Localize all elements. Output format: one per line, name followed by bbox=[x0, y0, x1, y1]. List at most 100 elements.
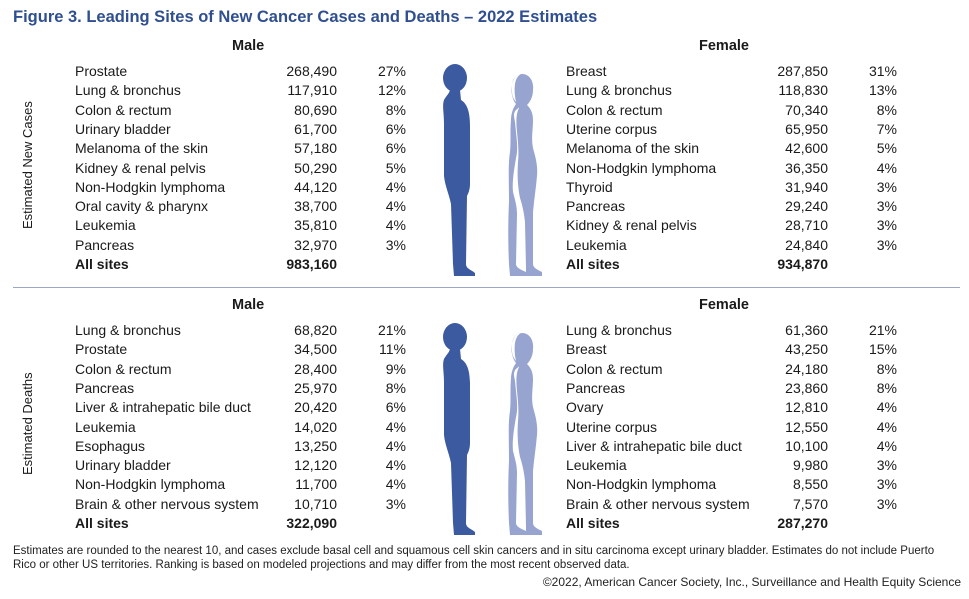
case-count: 32,970 bbox=[294, 236, 337, 253]
table-row: Pancreas 23,860 8% bbox=[566, 380, 901, 399]
table-row: Colon & rectum 80,690 8% bbox=[75, 102, 410, 121]
table-row: Uterine corpus 12,550 4% bbox=[566, 419, 901, 438]
table-row: Liver & intrahepatic bile duct 20,420 6% bbox=[75, 399, 410, 418]
percent-value: 27% bbox=[377, 63, 406, 79]
total-row: All sites 934,870 bbox=[566, 256, 901, 275]
section-divider bbox=[13, 287, 960, 288]
site-name: Breast bbox=[566, 341, 607, 358]
percent-value: 21% bbox=[868, 322, 897, 338]
case-count: 42,600 bbox=[785, 140, 828, 157]
female-silhouette-icon bbox=[508, 74, 542, 276]
table-row: Esophagus 13,250 4% bbox=[75, 438, 410, 457]
percent-value: 4% bbox=[876, 418, 897, 435]
percent-value: 4% bbox=[876, 399, 897, 416]
table-row: Non-Hodgkin lymphoma 44,120 4% bbox=[75, 179, 410, 198]
table-row: Lung & bronchus 117,910 12% bbox=[75, 82, 410, 101]
case-count: 43,250 bbox=[785, 341, 828, 358]
case-count: 29,240 bbox=[785, 198, 828, 215]
percent-value: 8% bbox=[385, 101, 406, 118]
percent-value: 4% bbox=[876, 437, 897, 454]
site-name: Liver & intrahepatic bile duct bbox=[566, 437, 742, 454]
deaths-female-header: Female bbox=[699, 297, 749, 313]
total-label: All sites bbox=[566, 256, 620, 272]
total-count: 287,270 bbox=[777, 515, 828, 531]
site-name: Colon & rectum bbox=[75, 101, 172, 118]
case-count: 7,570 bbox=[792, 495, 828, 512]
percent-value: 4% bbox=[385, 198, 406, 215]
case-count: 24,840 bbox=[785, 236, 828, 253]
percent-value: 5% bbox=[385, 159, 406, 176]
site-name: Uterine corpus bbox=[566, 120, 658, 137]
case-count: 80,690 bbox=[294, 101, 337, 118]
percent-value: 7% bbox=[876, 120, 897, 137]
deaths-section: Estimated Deaths Male Female Lung & bron… bbox=[0, 289, 969, 539]
table-row: Pancreas 29,240 3% bbox=[566, 198, 901, 217]
total-count: 934,870 bbox=[777, 256, 828, 272]
table-row: Breast 43,250 15% bbox=[566, 341, 901, 360]
site-name: Non-Hodgkin lymphoma bbox=[566, 159, 717, 176]
table-row: Melanoma of the skin 42,600 5% bbox=[566, 140, 901, 159]
percent-value: 6% bbox=[385, 120, 406, 137]
case-count: 12,810 bbox=[785, 399, 828, 416]
table-row: Lung & bronchus 118,830 13% bbox=[566, 82, 901, 101]
percent-value: 8% bbox=[876, 101, 897, 118]
site-name: Prostate bbox=[75, 63, 128, 79]
site-name: Leukemia bbox=[75, 418, 136, 435]
case-count: 36,350 bbox=[785, 159, 828, 176]
percent-value: 12% bbox=[377, 82, 406, 99]
table-row: Breast 287,850 31% bbox=[566, 63, 901, 82]
case-count: 118,830 bbox=[778, 82, 828, 99]
site-name: Ovary bbox=[566, 399, 604, 416]
site-name: Melanoma of the skin bbox=[566, 140, 700, 157]
percent-value: 3% bbox=[876, 217, 897, 234]
table-row: Brain & other nervous system 10,710 3% bbox=[75, 496, 410, 515]
total-row: All sites 983,160 bbox=[75, 256, 410, 275]
percent-value: 3% bbox=[876, 236, 897, 253]
site-name: Non-Hodgkin lymphoma bbox=[566, 476, 717, 493]
percent-value: 21% bbox=[377, 322, 406, 338]
male-silhouette-icon bbox=[443, 64, 475, 276]
site-name: Oral cavity & pharynx bbox=[75, 198, 209, 215]
case-count: 20,420 bbox=[294, 399, 337, 416]
table-row: Urinary bladder 61,700 6% bbox=[75, 121, 410, 140]
table-row: Liver & intrahepatic bile duct 10,100 4% bbox=[566, 438, 901, 457]
site-name: Leukemia bbox=[566, 236, 627, 253]
deaths-label: Estimated Deaths bbox=[20, 372, 35, 476]
table-row: Leukemia 14,020 4% bbox=[75, 419, 410, 438]
site-name: Pancreas bbox=[75, 379, 135, 396]
table-row: Urinary bladder 12,120 4% bbox=[75, 457, 410, 476]
site-name: Pancreas bbox=[566, 198, 626, 215]
new-cases-male-header: Male bbox=[232, 38, 265, 54]
case-count: 38,700 bbox=[294, 198, 337, 215]
site-name: Colon & rectum bbox=[566, 360, 663, 377]
site-name: Colon & rectum bbox=[75, 360, 172, 377]
case-count: 23,860 bbox=[785, 379, 828, 396]
percent-value: 3% bbox=[876, 457, 897, 474]
total-count: 322,090 bbox=[286, 515, 337, 531]
table-row: Prostate 34,500 11% bbox=[75, 341, 410, 360]
footnote: Estimates are rounded to the nearest 10,… bbox=[13, 545, 935, 571]
percent-value: 4% bbox=[385, 437, 406, 454]
case-count: 28,400 bbox=[294, 360, 337, 377]
percent-value: 3% bbox=[385, 236, 406, 253]
case-count: 268,490 bbox=[286, 63, 337, 79]
table-row: Non-Hodgkin lymphoma 36,350 4% bbox=[566, 160, 901, 179]
table-row: Colon & rectum 24,180 8% bbox=[566, 361, 901, 380]
case-count: 61,700 bbox=[294, 120, 337, 137]
case-count: 57,180 bbox=[294, 140, 337, 157]
case-count: 9,980 bbox=[792, 457, 828, 474]
site-name: Colon & rectum bbox=[566, 101, 663, 118]
table-row: Leukemia 24,840 3% bbox=[566, 237, 901, 256]
percent-value: 5% bbox=[876, 140, 897, 157]
percent-value: 4% bbox=[385, 457, 406, 474]
case-count: 117,910 bbox=[287, 82, 337, 99]
site-name: Melanoma of the skin bbox=[75, 140, 209, 157]
table-row: Uterine corpus 65,950 7% bbox=[566, 121, 901, 140]
site-name: Pancreas bbox=[75, 236, 135, 253]
case-count: 11,700 bbox=[295, 476, 337, 493]
case-count: 50,290 bbox=[294, 159, 337, 176]
percent-value: 9% bbox=[385, 360, 406, 377]
case-count: 44,120 bbox=[294, 178, 337, 195]
case-count: 10,100 bbox=[785, 437, 828, 454]
site-name: Brain & other nervous system bbox=[566, 495, 750, 512]
